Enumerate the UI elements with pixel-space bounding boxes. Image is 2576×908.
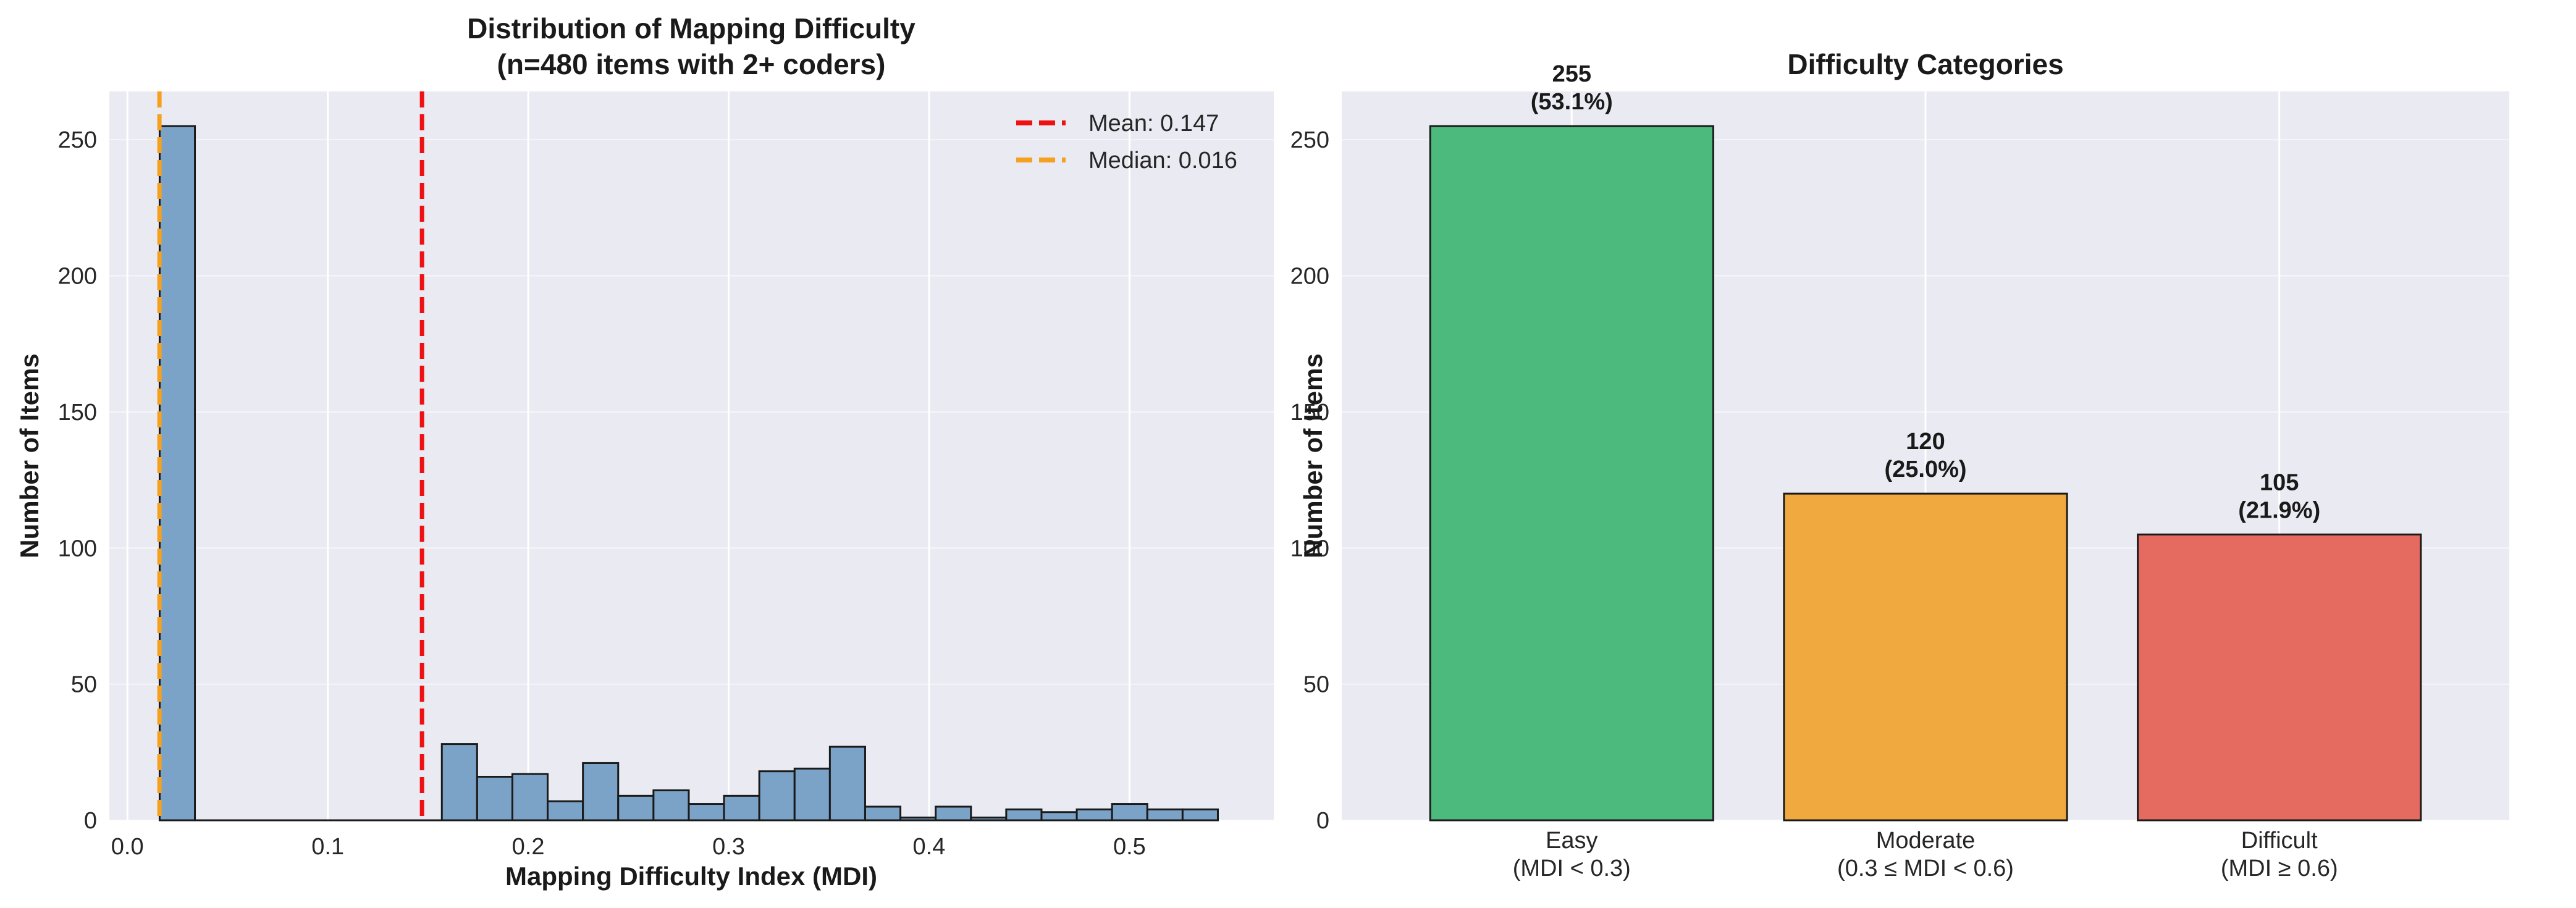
histogram-bar xyxy=(617,794,655,822)
histogram-bar xyxy=(652,789,690,822)
category-x-tick-range: (MDI < 0.3) xyxy=(1513,855,1631,881)
histogram-y-tick-label: 0 xyxy=(84,808,97,834)
histogram-x-tick-label: 0.1 xyxy=(311,834,344,860)
histogram-bar xyxy=(547,800,584,822)
histogram-x-tick-label: 0.0 xyxy=(111,834,144,860)
categories-title: Difficulty Categories xyxy=(1787,48,2063,80)
histogram-gridlines xyxy=(109,91,1274,821)
category-percent-label: (25.0%) xyxy=(1884,456,1966,482)
histogram-bar xyxy=(864,805,902,822)
histogram-bar xyxy=(511,773,549,822)
histogram-bar xyxy=(723,794,760,822)
histogram-y-tick-label: 50 xyxy=(71,672,97,698)
categories-y-tick-label: 250 xyxy=(1290,127,1329,153)
category-percent-label: (53.1%) xyxy=(1531,89,1613,115)
histogram-x-tick-label: 0.5 xyxy=(1113,834,1146,860)
categories-y-tick-label: 150 xyxy=(1290,400,1329,426)
histogram-bar xyxy=(758,770,796,822)
histogram-x-tick-label: 0.3 xyxy=(712,834,745,860)
histogram-x-axis-label: Mapping Difficulty Index (MDI) xyxy=(505,862,877,891)
histogram-bar xyxy=(1005,808,1043,822)
categories-bars xyxy=(1429,125,2422,822)
histogram-x-tick-label: 0.4 xyxy=(913,834,946,860)
histogram-x-tick-label: 0.2 xyxy=(512,834,545,860)
histogram-plot-area xyxy=(109,91,1274,820)
reference-lines xyxy=(157,91,424,820)
category-bar-difficult xyxy=(2137,533,2422,822)
histogram-bar xyxy=(793,767,831,822)
histogram-bar xyxy=(476,775,513,822)
histogram-x-ticks: 0.0 0.1 0.2 0.3 0.4 0.5 xyxy=(111,834,1146,860)
category-value-label: 120 xyxy=(1906,429,1945,455)
histogram-y-axis-label: Number of Items xyxy=(15,353,44,558)
categories-data-labels: 255(53.1%) 120(25.0%) 105(21.9%) xyxy=(1531,61,2321,523)
histogram-bar xyxy=(1146,808,1184,822)
histogram-y-tick-label: 250 xyxy=(58,127,97,153)
category-x-tick-name: Easy xyxy=(1546,828,1597,854)
histogram-subtitle: (n=480 items with 2+ coders) xyxy=(497,48,886,80)
histogram-y-tick-label: 100 xyxy=(58,536,97,561)
histogram-y-tick-label: 150 xyxy=(58,400,97,426)
histogram-bar xyxy=(1040,811,1078,822)
histogram-bar xyxy=(828,746,866,822)
category-x-tick-range: (MDI ≥ 0.6) xyxy=(2221,855,2338,881)
histogram-bar xyxy=(158,125,196,822)
category-bar-moderate xyxy=(1783,492,2068,822)
histogram-y-tick-label: 200 xyxy=(58,264,97,290)
categories-y-tick-label: 200 xyxy=(1290,264,1329,290)
category-x-tick-name: Difficult xyxy=(2241,828,2318,854)
histogram-legend: Mean: 0.147 Median: 0.016 xyxy=(1016,111,1237,174)
category-bar-easy xyxy=(1429,125,1714,822)
histogram-bar xyxy=(1181,808,1219,822)
histogram-bar xyxy=(1111,803,1148,822)
categories-x-ticks: Easy(MDI < 0.3) Moderate(0.3 ≤ MDI < 0.6)… xyxy=(1513,828,2338,881)
categories-y-tick-label: 100 xyxy=(1290,536,1329,561)
histogram-bar xyxy=(688,803,725,822)
category-value-label: 105 xyxy=(2260,469,2299,495)
histogram-bar xyxy=(582,762,620,822)
categories-y-axis-label: Number of Items xyxy=(1299,353,1328,558)
categories-panel: 255(53.1%) 120(25.0%) 105(21.9%) 0 50 100 150… xyxy=(1290,48,2509,881)
legend-median-label: Median: 0.016 xyxy=(1088,148,1237,174)
category-value-label: 255 xyxy=(1552,61,1591,87)
histogram-title: Distribution of Mapping Difficulty xyxy=(467,12,915,44)
histogram-bar xyxy=(1075,808,1113,822)
category-percent-label: (21.9%) xyxy=(2238,497,2320,523)
histogram-y-ticks: 0 50 100 150 200 250 xyxy=(58,127,97,834)
categories-y-tick-label: 50 xyxy=(1303,672,1329,698)
histogram-bar xyxy=(440,743,478,822)
legend-mean-label: Mean: 0.147 xyxy=(1088,111,1219,137)
histogram-bar xyxy=(935,805,972,822)
categories-y-ticks: 0 50 100 150 200 250 xyxy=(1290,127,1329,834)
categories-y-tick-label: 0 xyxy=(1316,808,1329,834)
category-x-tick-name: Moderate xyxy=(1876,828,1976,854)
histogram-bars xyxy=(158,125,1219,822)
category-x-tick-range: (0.3 ≤ MDI < 0.6) xyxy=(1837,855,2014,881)
histogram-panel: 0 50 100 150 200 250 0.0 0.1 0.2 0.3 0.4 0.5 Distr… xyxy=(15,12,1274,891)
